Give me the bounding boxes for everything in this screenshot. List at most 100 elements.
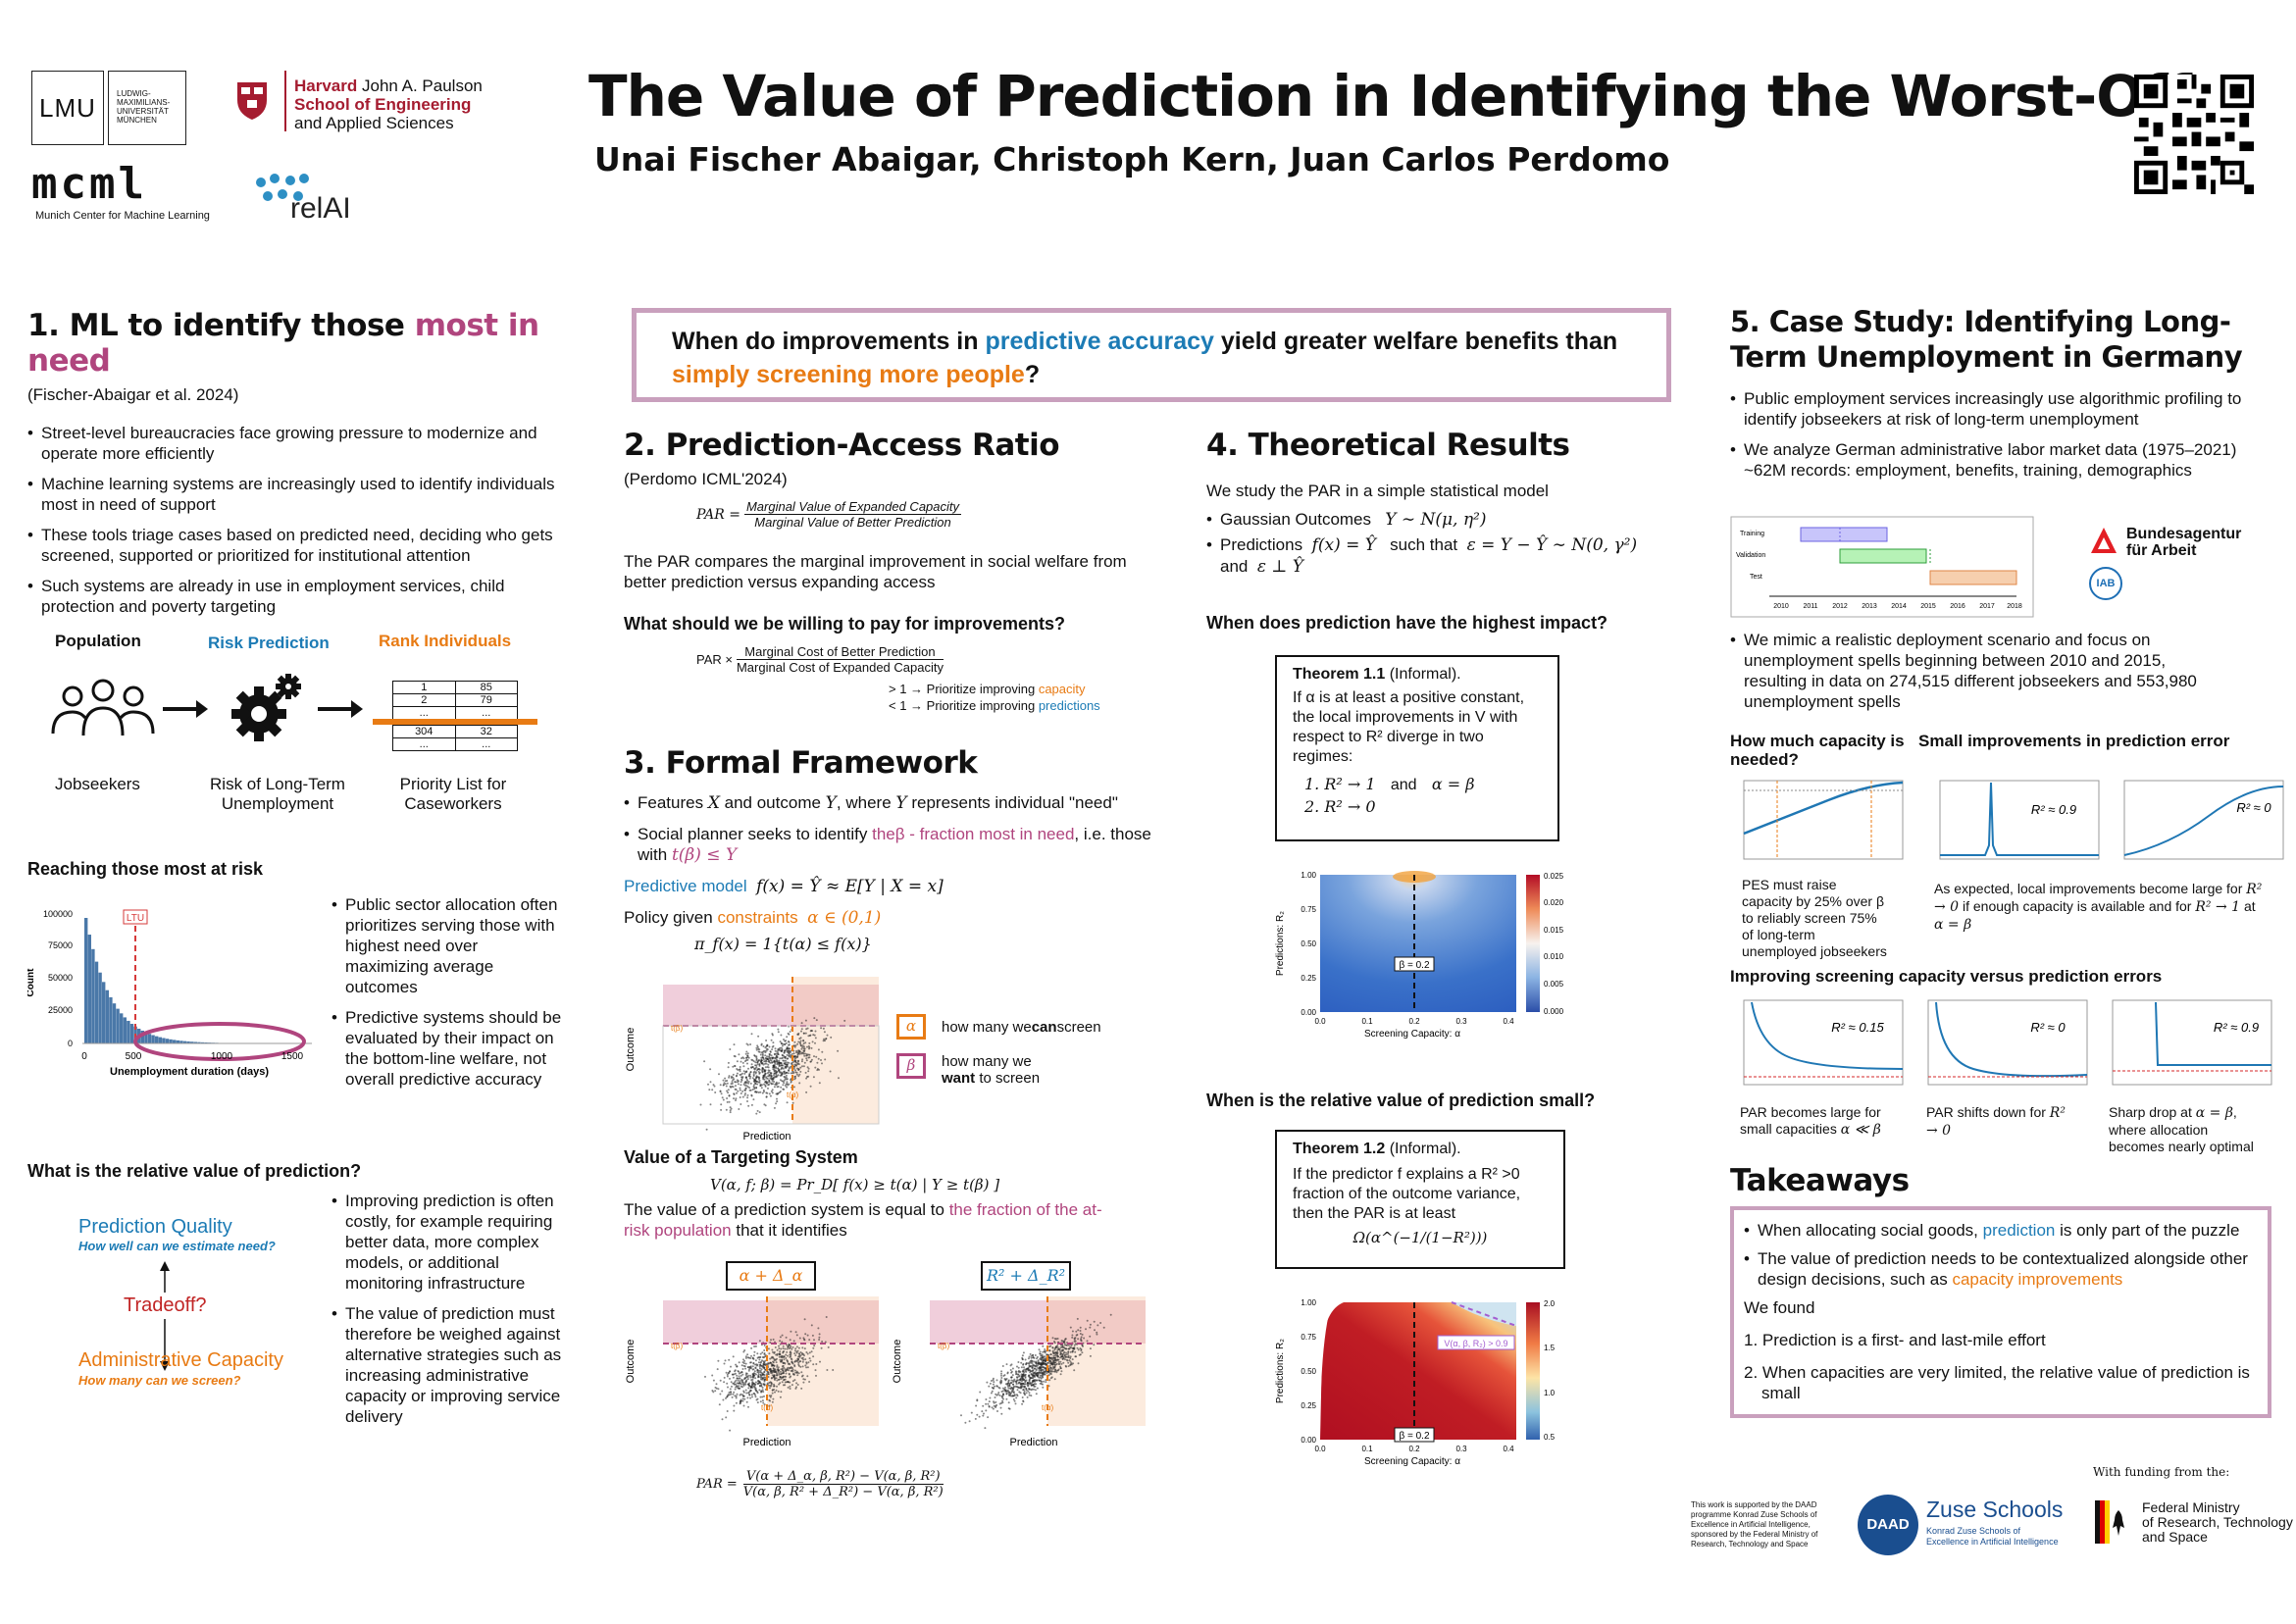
scatter-point xyxy=(749,1374,752,1377)
scatter-point xyxy=(1085,1328,1087,1331)
hm-ytick: 0.75 xyxy=(1301,1333,1316,1342)
scatter-point xyxy=(773,1074,775,1077)
scatter-point xyxy=(1000,1412,1003,1415)
scatter-point xyxy=(1059,1373,1062,1376)
scatter-point xyxy=(774,1057,777,1060)
scatter-point xyxy=(1079,1326,1082,1329)
scatter-point xyxy=(779,1057,782,1060)
scatter-point xyxy=(803,1338,805,1341)
scatter-point xyxy=(992,1377,995,1380)
hist-bar xyxy=(127,1020,130,1043)
hist-bar xyxy=(176,1040,179,1043)
scatter-point xyxy=(771,1048,774,1051)
scatter-point xyxy=(795,1064,797,1067)
support-text: This work is supported by the DAAD progr… xyxy=(1691,1500,1818,1548)
scatter-point xyxy=(1025,1389,1028,1392)
scatter-point xyxy=(801,1365,804,1368)
scatter-point xyxy=(764,1084,767,1087)
scatter-point xyxy=(761,1359,763,1362)
scatter-point xyxy=(747,1356,750,1359)
scatter-point xyxy=(1079,1353,1082,1356)
scatter-point xyxy=(771,1348,774,1351)
scatter-point xyxy=(801,1058,804,1061)
scatter-point xyxy=(793,1369,796,1372)
qr-code[interactable] xyxy=(2134,75,2254,194)
scatter-point xyxy=(1073,1344,1076,1346)
gantt-rows: Training Validation Test xyxy=(1736,531,1765,581)
scatter-point xyxy=(799,1040,802,1042)
scatter-point xyxy=(1096,1333,1098,1336)
scatter-point xyxy=(771,1034,774,1037)
section-1-title-b: most in need xyxy=(27,308,539,379)
hist-bar xyxy=(91,948,95,1043)
scatter-point xyxy=(796,1042,799,1045)
scatter-point xyxy=(1089,1354,1092,1357)
local-improve-chart-2: R² ≈ 0 xyxy=(2123,780,2284,860)
scatter-point xyxy=(783,1082,786,1085)
scatter-point xyxy=(742,1390,745,1393)
takeaway-2: The value of prediction needs to be cont… xyxy=(1744,1248,2258,1290)
scatter-point xyxy=(1077,1329,1080,1332)
small-m3: α = β xyxy=(1934,917,1972,933)
scatter-point xyxy=(824,1058,827,1061)
scatter-point xyxy=(794,1354,797,1357)
scatter-point xyxy=(1052,1352,1055,1355)
par-times: PAR × xyxy=(696,652,733,667)
takeaway-1: When allocating social goods, prediction… xyxy=(1744,1220,2258,1241)
scatter-point xyxy=(796,1374,799,1377)
alpha-desc-b: can xyxy=(1031,1018,1057,1036)
scatter-point xyxy=(988,1400,991,1403)
plot-frame xyxy=(1743,999,1904,1086)
scatter-point xyxy=(774,1346,777,1348)
scatter-point xyxy=(795,1067,798,1070)
t-alpha-label: t(α) xyxy=(761,1403,774,1412)
section-3-bullets: Features X and outcome Y, where Y repres… xyxy=(624,792,1173,866)
scatter-point xyxy=(770,1083,773,1086)
s4-b2c: such that xyxy=(1390,535,1458,554)
scatter-point xyxy=(1001,1399,1003,1402)
scatter-point xyxy=(1035,1369,1038,1372)
scatter-point xyxy=(753,1068,756,1071)
scatter-point xyxy=(1071,1350,1074,1353)
scatter-point xyxy=(805,1091,808,1093)
scatter-ylabel: Outcome xyxy=(625,1340,637,1384)
scatter-point xyxy=(1056,1354,1059,1357)
scatter-point xyxy=(739,1402,741,1405)
scatter-point xyxy=(818,1333,821,1336)
scatter-point xyxy=(802,1065,805,1068)
scatter-point xyxy=(1033,1388,1035,1391)
scatter-point xyxy=(753,1079,756,1081)
scatter-point xyxy=(1010,1381,1012,1384)
hm-xtick: 0.2 xyxy=(1408,1445,1420,1453)
scatter-point xyxy=(785,1063,788,1066)
scatter-point xyxy=(754,1061,757,1064)
scatter-point xyxy=(1048,1379,1051,1382)
scatter-point xyxy=(1013,1394,1016,1396)
scatter-point xyxy=(746,1086,749,1089)
vts: Value of a Targeting System V(α, f; β) =… xyxy=(624,1147,1173,1241)
scatter-point xyxy=(712,1379,715,1382)
scatter-point xyxy=(769,1369,772,1372)
scatter-point xyxy=(1048,1364,1051,1367)
scatter-point xyxy=(717,1359,720,1362)
scatter-point xyxy=(992,1379,995,1382)
scatter-point xyxy=(1011,1374,1014,1377)
q-a: When do improvements in xyxy=(672,328,986,355)
scatter-point xyxy=(752,1084,755,1087)
scatter-point xyxy=(1058,1362,1061,1365)
scatter-point xyxy=(1013,1399,1016,1402)
scatter-point xyxy=(1035,1361,1038,1364)
scatter-point xyxy=(741,1373,744,1376)
scatter-point xyxy=(806,1375,809,1378)
scatter-point xyxy=(797,1049,800,1052)
scatter-point xyxy=(1047,1374,1050,1377)
scatter-point xyxy=(1004,1379,1007,1382)
scatter-point xyxy=(738,1382,740,1385)
scatter-point xyxy=(769,1385,772,1387)
scatter-point xyxy=(780,1360,783,1363)
scatter-point xyxy=(733,1404,736,1407)
scatter-point xyxy=(1021,1357,1024,1360)
scatter-point xyxy=(735,1089,738,1091)
scatter-point xyxy=(729,1377,731,1380)
scatter-point xyxy=(744,1374,747,1376)
